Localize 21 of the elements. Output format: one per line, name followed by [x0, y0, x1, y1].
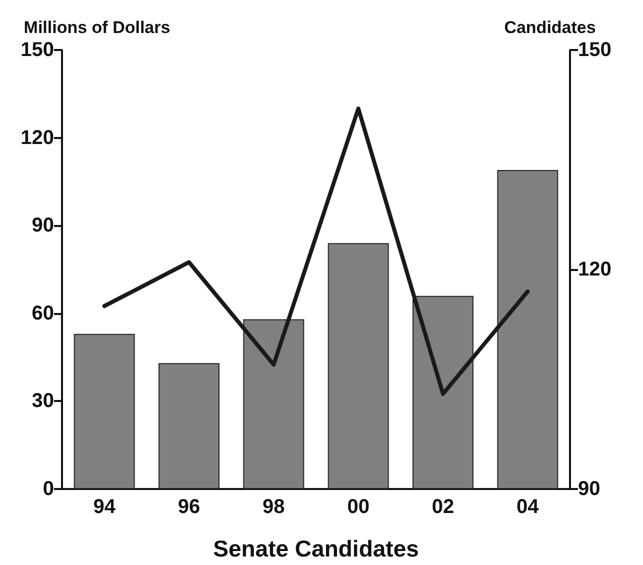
- x-tick-label: 98: [262, 496, 285, 518]
- y-tick-label: 120: [20, 126, 54, 149]
- bar: [158, 363, 220, 489]
- x-tick-label: 02: [432, 496, 454, 518]
- y-tick-label: 30: [32, 390, 54, 412]
- y2-tick-label: 120: [578, 258, 612, 280]
- y2-axis-title: Candidates: [504, 18, 596, 37]
- x-tick-label: 00: [347, 496, 370, 518]
- x-axis-title: Senate Candidates: [213, 536, 419, 562]
- y-tick-label: 150: [20, 39, 54, 61]
- y2-tick-label: 90: [578, 478, 600, 500]
- bar: [74, 334, 135, 489]
- y-axis-title: Millions of Dollars: [24, 18, 170, 37]
- y-tick-label: 0: [42, 478, 54, 500]
- y-tick-label: 60: [32, 302, 54, 324]
- x-tick-label: 94: [93, 496, 116, 518]
- y2-tick-label: 150: [578, 39, 612, 61]
- x-tick-label: 04: [516, 496, 540, 518]
- y-tick-label: 90: [32, 214, 54, 237]
- x-tick-label: 96: [178, 496, 200, 518]
- bar: [328, 243, 389, 489]
